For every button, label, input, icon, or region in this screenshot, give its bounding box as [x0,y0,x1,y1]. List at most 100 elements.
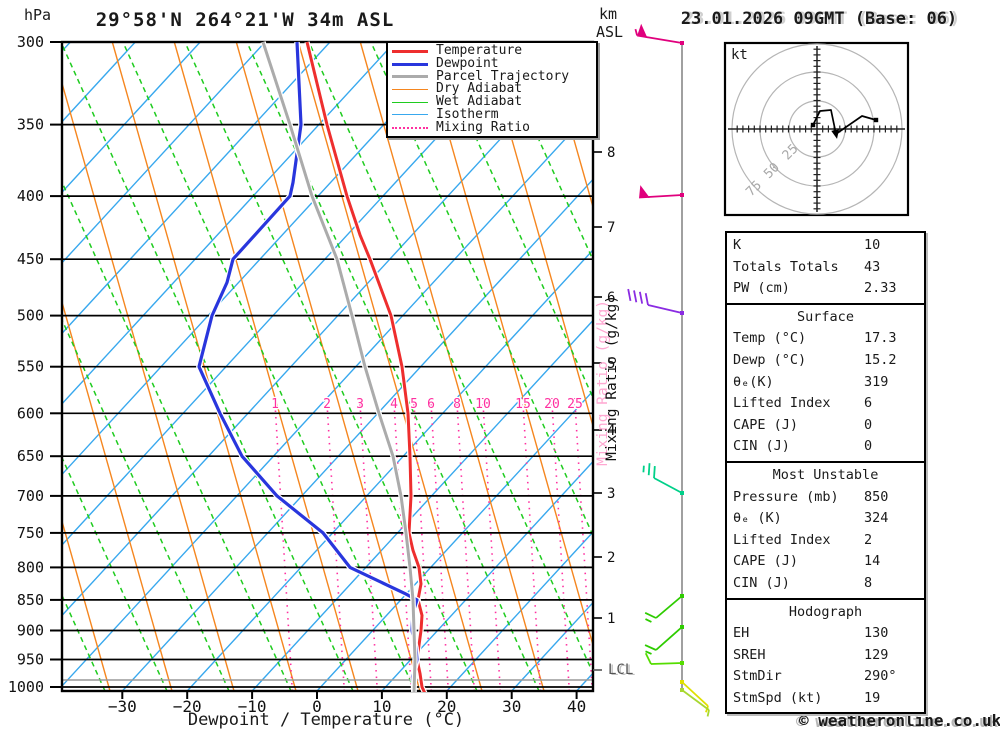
plot-frame [60,40,595,693]
mixing-ratio-line [481,397,502,692]
copyright-watermark: © weatheronline.co.uk [799,711,1000,730]
indices-row-label: Totals Totals [733,258,839,275]
legend-line-sample [392,62,428,66]
mixing-ratio-line [358,397,379,692]
legend-item-label: Dewpoint [436,56,499,72]
wet-adiabat-line [62,455,168,692]
legend-item: Parcel Trajectory [388,68,596,84]
pressure-tick-label: 500 [17,307,44,325]
temp-tick-label: 0 [312,697,322,716]
indices-row-label: Lifted Index [733,395,831,412]
indices-row-label: SREH [733,646,766,663]
km-tick-label: 2 [607,550,615,566]
legend-line-sample [392,75,428,79]
mixing-ratio-value-label: 4 [390,397,398,412]
legend-item-label: Mixing Ratio [436,119,530,135]
indices-row: Lifted Index 6 [727,393,924,415]
pressure-tick-label: 800 [17,558,44,576]
legend-item: Temperature [388,43,596,59]
indices-panel: Most Unstable Pressure (mb) 850 θₑ (K) 324 Li… [725,460,926,600]
indices-row-value: 2.33 [864,280,897,297]
altitude-axis-unit: km [599,5,618,23]
km-tick-label: 1 [607,611,615,627]
legend-item-label: Temperature [436,43,523,59]
legend-item: Dry Adiabat [388,81,596,97]
pressure-tick-label: 450 [17,250,44,268]
indices-row-label: CAPE (J) [733,416,799,433]
temp-tick-label: 30 [502,697,521,716]
indices-row: PW (cm) 2.33 [727,278,924,300]
pressure-tick-label: 550 [17,358,44,376]
pressure-tick-label: 1000 [8,678,44,696]
legend-line-sample [392,49,428,53]
legend-item: Dewpoint [388,56,596,72]
mixing-ratio-value-label: 20 [544,397,560,412]
legend-item-label: Parcel Trajectory [436,68,570,84]
indices-panel: Surface Temp (°C) 17.3 Dewp (°C) 15.2 θₑ(K) 31… [725,302,926,463]
legend-line-sample [392,88,428,90]
indices-row-label: Dewp (°C) [733,351,807,368]
temp-tick-label: 40 [567,697,586,716]
curve-dewpoint [197,41,419,692]
indices-row: θₑ(K) 319 [727,372,924,394]
curve-dewpoint-halo [196,41,421,692]
km-tick-label: 6 [607,290,615,306]
altitude-axis-unit-asl: ASL [596,23,624,41]
temp-tick-label: 10 [372,697,391,716]
mixing-ratio-value-label: 10 [475,397,491,412]
temperature-axis-label: Dewpoint / Temperature (°C) [187,710,465,730]
mixing-ratio-value-label: 1 [271,397,279,412]
indices-row-label: θₑ(K) [733,373,774,390]
isotherm-line [62,41,201,194]
isotherm-line [62,41,266,264]
lcl-label: LCL [608,662,634,678]
pressure-tick-label: 400 [17,187,44,205]
indices-row-label: Lifted Index [733,531,831,548]
km-tick-label: 3 [607,486,615,502]
indices-row-value: 10 [864,237,881,253]
mixing-ratio-axis-label: Mixing Ratio (g/kg) [604,295,620,461]
indices-row: EH 130 [727,623,924,645]
indices-panel: Hodograph EH 130 SREH 129 StmDir 290° StmSpd (k… [725,597,926,715]
mixing-ratio-value-label: 8 [453,397,461,412]
indices-row-value: 0 [864,416,873,433]
indices-row-label: StmDir [733,668,782,685]
pressure-tick-label: 300 [17,33,44,51]
mixing-ratio-value-label: 6 [427,397,435,412]
km-tick-label: 7 [607,220,615,236]
pressure-tick-label: 350 [17,116,44,134]
legend-line-sample [392,101,428,103]
indices-row: CIN (J) 8 [727,573,924,595]
indices-row: CAPE (J) 0 [727,415,924,437]
chart-legend: Temperature Dewpoint Parcel Trajectory Dry … [386,41,598,138]
indices-row: CAPE (J) 14 [727,551,924,573]
wind-barb [642,463,684,495]
indices-row: SREH 129 [727,645,924,667]
indices-row: Totals Totals 43 [727,257,924,279]
isotherm-line [381,460,593,692]
wind-barb [644,625,684,655]
mixing-ratio-value-label: 3 [356,397,364,412]
wind-barb [627,288,684,315]
legend-item-label: Dry Adiabat [436,81,523,97]
indices-row-label: Temp (°C) [733,330,807,347]
dry-adiabat-line [62,518,111,692]
pressure-tick-label: 950 [17,651,44,669]
indices-row: Pressure (mb) 850 [727,487,924,509]
temp-tick-label: 20 [437,697,456,716]
pressure-tick-label: 750 [17,524,44,542]
legend-line-sample [392,114,428,116]
run-datetime: 23.01.2026 09GMT (Base: 06) [680,9,958,29]
indices-row-value: 324 [864,510,889,527]
mixing-ratio-line [429,397,450,692]
temp-tick-label: −20 [173,697,202,716]
mixing-ratio-value-label: 25 [567,397,583,412]
pressure-tick-label: 900 [17,622,44,640]
indices-panel-header: Surface [797,308,854,325]
isotherm-line [446,531,593,692]
hodograph-trace [812,109,877,135]
indices-row-value: 8 [864,574,873,591]
